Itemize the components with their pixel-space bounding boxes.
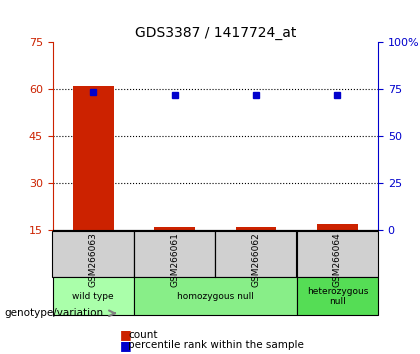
Text: count: count <box>128 330 158 339</box>
FancyBboxPatch shape <box>215 231 297 277</box>
Text: heterozygous
null: heterozygous null <box>307 287 368 306</box>
Text: GSM266064: GSM266064 <box>333 233 342 287</box>
Title: GDS3387 / 1417724_at: GDS3387 / 1417724_at <box>134 26 296 40</box>
FancyBboxPatch shape <box>134 231 215 277</box>
Bar <box>73 86 113 230</box>
Bar <box>154 227 195 230</box>
FancyBboxPatch shape <box>52 277 134 315</box>
Text: GSM266061: GSM266061 <box>170 233 179 287</box>
Bar <box>317 224 358 230</box>
Bar <box>236 227 276 230</box>
Text: ■: ■ <box>120 339 131 352</box>
Text: ■: ■ <box>120 328 131 341</box>
Text: wild type: wild type <box>72 292 114 301</box>
Text: genotype/variation: genotype/variation <box>4 308 103 318</box>
FancyBboxPatch shape <box>52 231 134 277</box>
Text: GSM266062: GSM266062 <box>252 233 260 287</box>
FancyBboxPatch shape <box>297 277 378 315</box>
Text: GSM266063: GSM266063 <box>89 233 98 287</box>
FancyBboxPatch shape <box>134 277 297 315</box>
FancyBboxPatch shape <box>296 231 378 277</box>
Text: homozygous null: homozygous null <box>177 292 254 301</box>
Text: percentile rank within the sample: percentile rank within the sample <box>128 340 304 350</box>
